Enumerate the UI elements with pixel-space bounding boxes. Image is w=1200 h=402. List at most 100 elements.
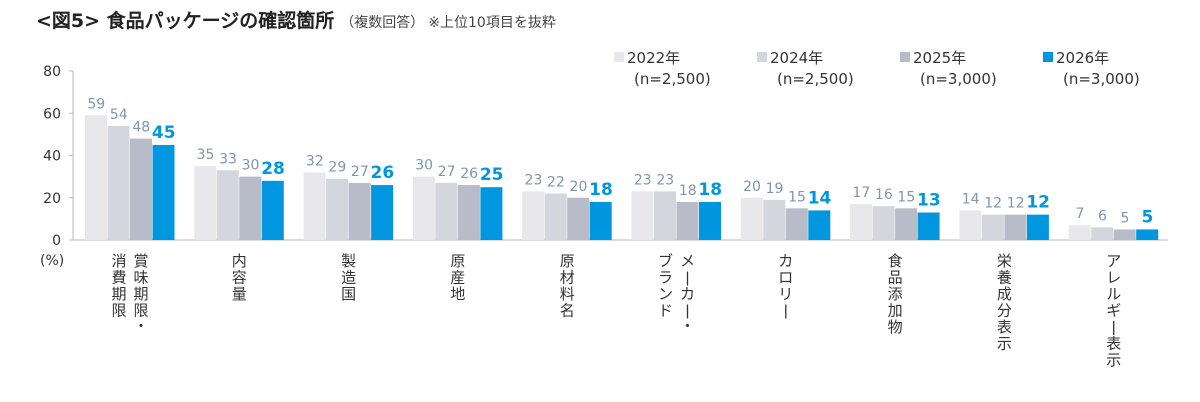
category-label-char: メ [680, 252, 695, 270]
legend-label-2022年: 2022年 [627, 49, 680, 67]
data-label-2022年-7: 17 [852, 185, 870, 201]
data-label-2024年-9: 6 [1098, 208, 1107, 224]
bar-2026年-7 [917, 212, 940, 240]
data-label-2026年-5: 18 [698, 180, 722, 200]
bar-2025年-0 [130, 138, 152, 240]
y-axis-unit-label: (%) [40, 253, 64, 269]
category-label-char: 国 [341, 285, 356, 303]
legend-sample-size-2026年: (n=3,000) [1063, 70, 1140, 88]
category-label-char: ル [1106, 285, 1121, 303]
category-label-char: 限 [133, 302, 148, 320]
category-label-char: 加 [888, 302, 903, 320]
category-label-char: 造 [341, 269, 356, 287]
data-label-2026年-3: 25 [480, 165, 504, 185]
data-label-2022年-0: 59 [87, 96, 105, 112]
data-label-2026年-6: 14 [808, 188, 832, 208]
data-label-2022年-9: 7 [1075, 206, 1084, 222]
category-label-char: 食 [888, 252, 903, 270]
bar-2024年-5 [654, 191, 676, 240]
bar-2026年-8 [1026, 214, 1049, 240]
data-label-2024年-2: 29 [328, 160, 346, 176]
data-label-2025年-7: 15 [897, 189, 915, 205]
bar-2025年-3 [457, 185, 480, 240]
category-label-char: カ [680, 285, 695, 303]
bar-2026年-0 [152, 144, 175, 240]
legend-swatch-2025年 [900, 52, 910, 62]
category-label-char: 期 [133, 285, 148, 303]
bar-2025年-9 [1113, 229, 1136, 240]
category-label-char: 容 [232, 269, 247, 287]
data-label-2025年-0: 48 [132, 120, 150, 136]
data-label-2026年-2: 26 [371, 163, 395, 183]
category-label-char: 賞 [133, 252, 148, 270]
data-label-2022年-1: 35 [197, 147, 215, 163]
data-label-2024年-1: 33 [219, 151, 237, 167]
bar-2024年-8 [981, 214, 1004, 240]
category-label-char: 原 [450, 252, 465, 270]
data-label-2022年-5: 23 [634, 172, 652, 188]
category-label-char: 表 [997, 318, 1012, 336]
data-label-2025年-8: 12 [1007, 196, 1025, 212]
data-label-2022年-6: 20 [743, 179, 761, 195]
bar-2026年-3 [480, 187, 503, 240]
bar-2022年-5 [631, 191, 654, 240]
category-label-char: 産 [450, 269, 465, 287]
data-label-2024年-3: 27 [438, 164, 456, 180]
bar-2025年-8 [1004, 214, 1027, 240]
bar-2026年-1 [261, 180, 284, 240]
bar-2024年-0 [107, 125, 130, 240]
category-label-char: ロ [778, 269, 793, 287]
category-label-char: 示 [1106, 351, 1121, 369]
bar-2026年-9 [1136, 229, 1159, 240]
bar-2022年-3 [412, 176, 435, 240]
bar-2024年-6 [763, 199, 786, 240]
data-label-2025年-1: 30 [242, 158, 260, 174]
y-tick-label: 80 [43, 64, 61, 80]
data-label-2024年-5: 23 [656, 172, 674, 188]
data-label-2026年-0: 45 [152, 123, 176, 143]
bar-2022年-2 [303, 172, 326, 240]
legend-label-2026年: 2026年 [1056, 49, 1109, 67]
category-label-char: 製 [341, 252, 356, 270]
category-label-char: レ [1106, 269, 1121, 287]
bar-2024年-7 [872, 206, 895, 240]
category-label-char: 表 [1106, 335, 1121, 353]
data-label-2024年-4: 22 [547, 175, 565, 191]
legend-sample-size-2022年: (n=2,500) [634, 70, 711, 88]
bar-2024年-9 [1091, 227, 1114, 240]
legend-label-2025年: 2025年 [913, 49, 966, 67]
category-label-char: 品 [888, 269, 903, 287]
chart-note: ※上位10項目を抜粋 [428, 15, 556, 31]
data-label-2024年-7: 16 [875, 187, 893, 203]
legend-swatch-2022年 [614, 52, 624, 62]
data-label-2025年-5: 18 [679, 183, 697, 199]
bar-2022年-4 [522, 191, 545, 240]
bar-2026年-5 [699, 201, 721, 240]
bar-2022年-1 [194, 166, 217, 240]
bar-2024年-4 [544, 193, 567, 240]
category-label-char: ブ [658, 252, 673, 270]
category-label-char: 名 [560, 302, 575, 320]
legend-swatch-2026年 [1043, 52, 1053, 62]
y-tick-label: 20 [43, 191, 61, 207]
data-label-2025年-4: 20 [570, 179, 588, 195]
category-label-char: 味 [133, 269, 148, 287]
data-label-2022年-4: 23 [525, 172, 543, 188]
y-tick-label: 40 [43, 149, 61, 165]
chart-title: <図5> 食品パッケージの確認箇所 [36, 10, 335, 32]
legend-sample-size-2025年: (n=3,000) [920, 70, 997, 88]
data-label-2026年-9: 5 [1142, 207, 1154, 227]
bar-2025年-4 [567, 197, 590, 240]
data-label-2024年-6: 19 [766, 181, 784, 197]
legend-sample-size-2024年: (n=2,500) [777, 70, 854, 88]
data-label-2026年-4: 18 [589, 180, 613, 200]
bar-2022年-8 [959, 210, 982, 240]
bar-2025年-5 [676, 201, 699, 240]
chart-title-row: <図5> 食品パッケージの確認箇所 （複数回答） ※上位10項目を抜粋 [36, 6, 556, 33]
category-label-char: 限 [111, 302, 126, 320]
bar-2024年-1 [216, 170, 239, 240]
category-label-char: 材 [560, 269, 575, 287]
category-label-char: 分 [997, 302, 1012, 320]
bar-2026年-2 [371, 185, 394, 240]
